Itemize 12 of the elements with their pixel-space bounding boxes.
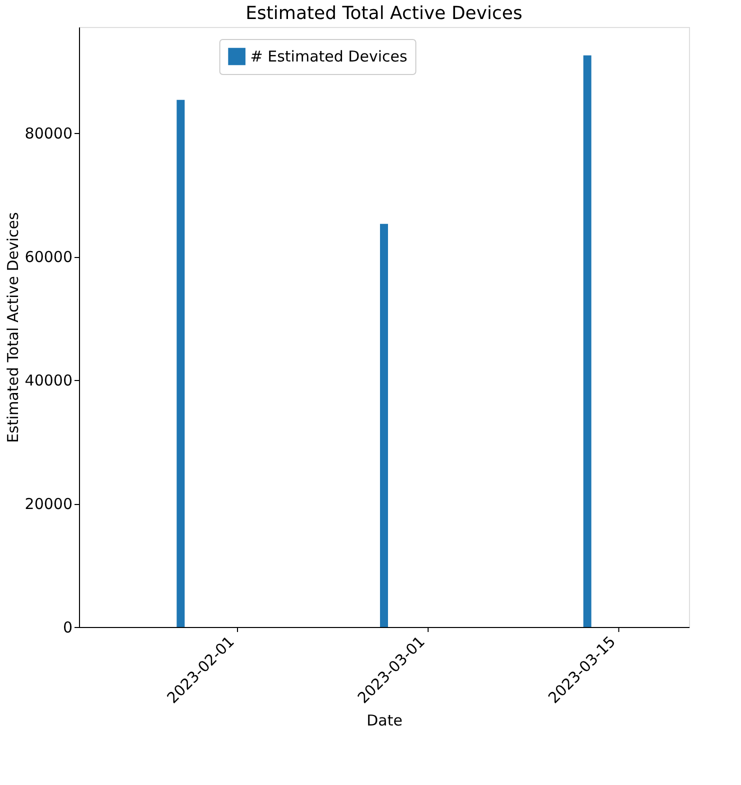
y-tick-label: 0 xyxy=(62,618,72,636)
bar xyxy=(583,55,592,627)
y-tick-label: 40000 xyxy=(24,372,72,390)
y-tick-label: 60000 xyxy=(24,248,72,266)
bar xyxy=(380,224,388,627)
x-axis-title: Date xyxy=(366,712,402,730)
y-tick-label: 80000 xyxy=(24,124,72,143)
y-axis-title: Estimated Total Active Devices xyxy=(4,212,22,443)
bar xyxy=(176,100,185,627)
legend-label: # Estimated Devices xyxy=(250,48,408,66)
chart-title: Estimated Total Active Devices xyxy=(246,3,522,24)
y-tick-label: 20000 xyxy=(24,495,72,514)
